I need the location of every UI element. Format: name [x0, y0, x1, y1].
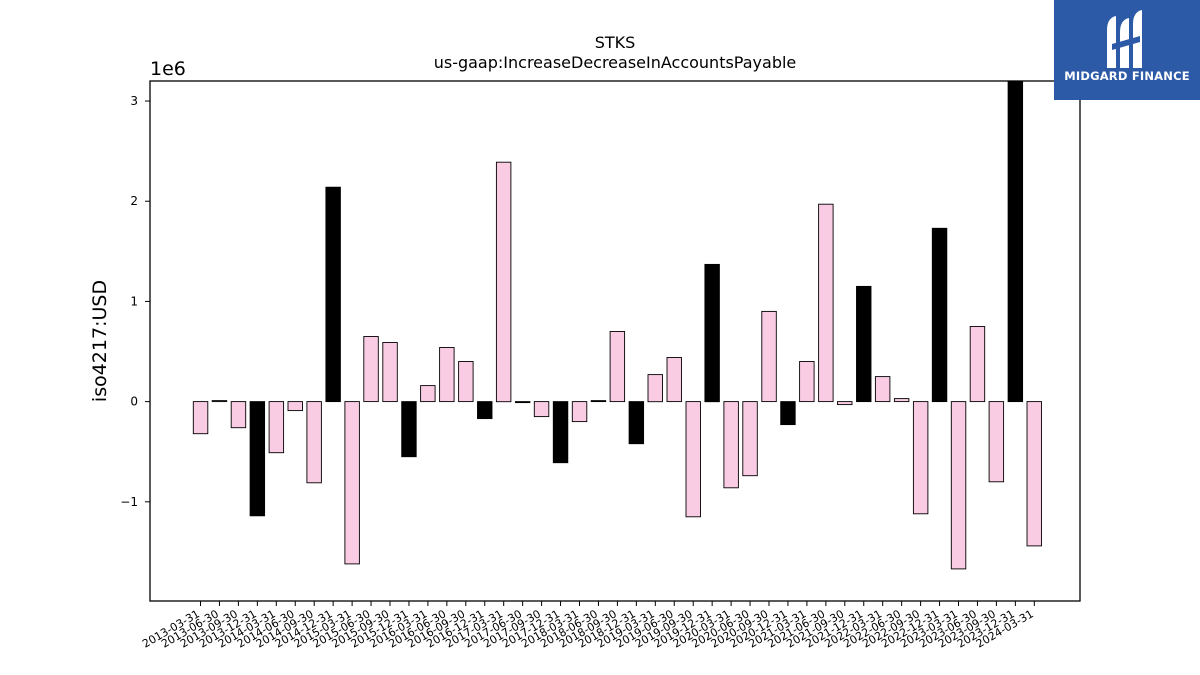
chart-subtitle: us-gaap:IncreaseDecreaseInAccountsPayabl… — [434, 53, 797, 72]
bar-2014-09-30 — [306, 401, 322, 484]
bar-2020-06-30 — [742, 401, 758, 477]
y-tick-label: 3 — [130, 94, 138, 108]
bar-2017-09-30 — [533, 401, 550, 418]
bar-2023-03-31 — [950, 401, 967, 570]
bar-2023-09-30 — [988, 401, 1005, 483]
bar-2019-06-30 — [666, 357, 682, 403]
bar-2021-09-30 — [837, 401, 853, 406]
bar-2022-06-30 — [893, 398, 910, 403]
bar-2013-06-30 — [211, 400, 228, 403]
midgard-mark-icon — [1107, 10, 1142, 68]
y-tick-label: 1 — [130, 294, 138, 308]
bar-2014-03-31 — [268, 401, 285, 454]
bar-2015-12-31 — [401, 401, 417, 458]
bar-2013-09-30 — [230, 401, 247, 429]
bar-2015-06-30 — [363, 336, 379, 403]
x-axis-ticks: 2013-03-312013-06-302013-09-302013-12-31… — [140, 601, 1036, 651]
bar-2013-12-31 — [249, 401, 266, 517]
bar-2013-03-31 — [192, 401, 209, 435]
bar-2022-03-31 — [874, 376, 891, 403]
bar-2017-12-31 — [552, 401, 569, 464]
bar-2014-06-30 — [287, 401, 303, 412]
chart-title: STKS — [595, 33, 636, 52]
logo: MIDGARD FINANCE — [1054, 0, 1200, 100]
bars — [192, 80, 1042, 570]
bar-2015-09-30 — [382, 342, 398, 403]
bar-2014-12-31 — [325, 186, 341, 403]
bar-2022-12-31 — [931, 227, 948, 403]
bar-2018-09-30 — [609, 331, 626, 403]
bar-2021-06-30 — [818, 203, 834, 403]
bar-2019-03-31 — [647, 374, 663, 403]
bar-2018-12-31 — [628, 401, 645, 445]
bar-2023-06-30 — [969, 326, 986, 403]
bar-2016-03-31 — [420, 385, 436, 403]
bar-2017-06-30 — [514, 401, 531, 404]
y-scale-label: 1e6 — [150, 58, 186, 80]
bar-2021-03-31 — [799, 361, 815, 403]
bar-2020-09-30 — [761, 310, 777, 403]
plot-frame — [149, 80, 1081, 602]
bar-2023-12-31 — [1007, 80, 1024, 403]
bar-2019-09-30 — [685, 401, 701, 518]
bar-2016-06-30 — [439, 347, 455, 403]
bar-2024-03-31 — [1026, 401, 1042, 547]
bar-2017-03-31 — [495, 161, 512, 403]
y-axis-ticks: −1 0 1 2 3 — [120, 94, 150, 509]
bar-2018-03-31 — [571, 401, 588, 423]
bar-2020-03-31 — [723, 401, 739, 489]
bar-2016-09-30 — [458, 361, 474, 403]
y-tick-label: 2 — [130, 194, 138, 208]
logo-text: MIDGARD FINANCE — [1064, 69, 1190, 83]
bar-2018-06-30 — [590, 400, 607, 403]
bar-2015-03-31 — [344, 401, 360, 565]
y-tick-label: −1 — [120, 495, 138, 509]
bar-2022-09-30 — [912, 401, 929, 515]
bar-2020-12-31 — [780, 401, 796, 426]
bar-2021-12-31 — [856, 285, 872, 403]
bar-2019-12-31 — [704, 263, 720, 403]
y-axis-label: iso4217:USD — [89, 280, 111, 402]
bar-2016-12-31 — [477, 401, 493, 420]
y-tick-label: 0 — [130, 395, 138, 409]
